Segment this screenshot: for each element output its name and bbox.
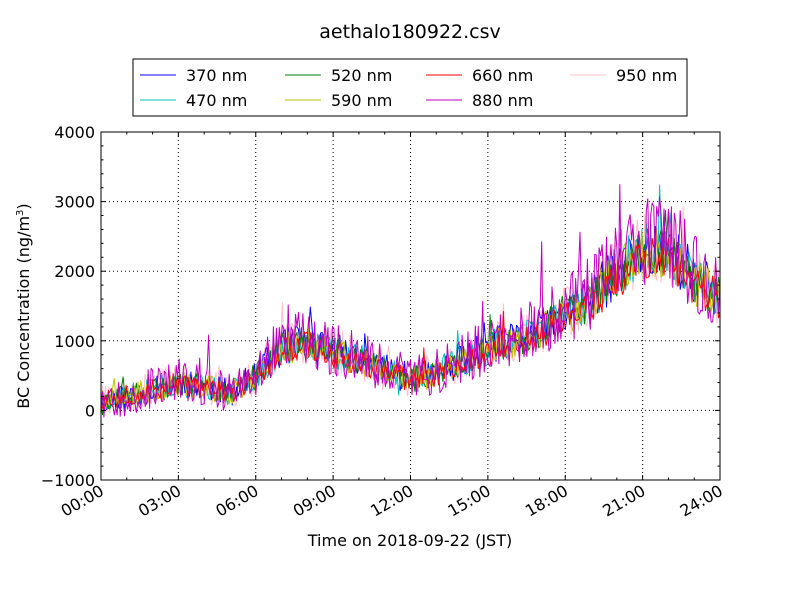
x-tick-label: 24:00 (677, 481, 726, 521)
legend-label: 470 nm (186, 91, 247, 110)
legend-label: 590 nm (331, 91, 392, 110)
legend: 370 nm 470 nm 520 nm 590 nm 660 nm 880 nm 950 … (132, 58, 688, 117)
y-tick-label: 0 (85, 401, 95, 420)
y-tick-label: 4000 (54, 123, 95, 142)
y-axis-label: BC Concentration (ng/m3) (14, 203, 33, 408)
x-tick-label: 12:00 (367, 481, 416, 521)
legend-label: 660 nm (472, 66, 533, 85)
grid-lines (101, 132, 720, 480)
x-tick-label: 06:00 (212, 481, 261, 521)
x-tick-label: 15:00 (444, 481, 493, 521)
series-layer (101, 184, 720, 418)
chart-title: aethalo180922.csv (319, 21, 501, 43)
y-tick-label: 1000 (54, 332, 95, 351)
legend-box (132, 58, 688, 117)
y-axis-label-superscript: 3 (15, 210, 26, 216)
series-line-660-nm (101, 234, 720, 409)
y-tick-labels: −1000 0 1000 2000 3000 4000 (41, 123, 95, 490)
x-tick-label: 03:00 (135, 481, 184, 521)
series-line-880-nm (101, 184, 720, 418)
y-axis-label-main: BC Concentration (ng/m (14, 216, 33, 409)
legend-label: 950 nm (616, 66, 677, 85)
axis-ticks (100, 131, 721, 481)
y-axis-label-end: ) (14, 203, 33, 209)
x-tick-label: 21:00 (599, 481, 648, 521)
x-tick-labels: 00:00 03:00 06:00 09:00 12:00 15:00 18:00 21:00… (58, 481, 726, 521)
x-axis-label: Time on 2018-09-22 (JST) (307, 531, 512, 550)
legend-label: 520 nm (331, 66, 392, 85)
legend-label: 370 nm (186, 66, 247, 85)
x-tick-label: 18:00 (522, 481, 571, 521)
x-tick-label: 09:00 (290, 481, 339, 521)
y-tick-label: 2000 (54, 262, 95, 281)
y-tick-label: −1000 (41, 471, 95, 490)
legend-label: 880 nm (472, 91, 533, 110)
y-tick-label: 3000 (54, 193, 95, 212)
